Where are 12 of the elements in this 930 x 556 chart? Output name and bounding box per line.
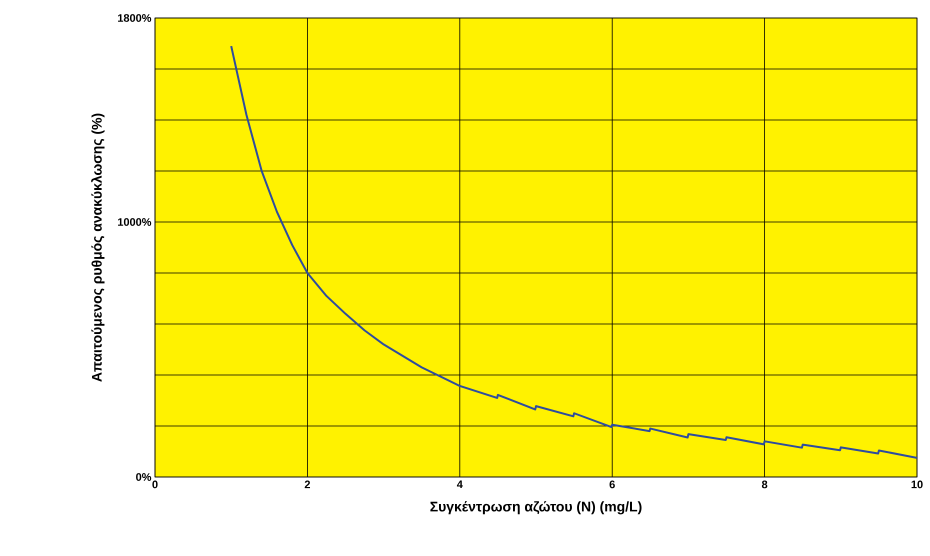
line-series <box>230 45 918 459</box>
x-tick-label: 0 <box>152 480 158 488</box>
x-tick-label: 4 <box>456 480 463 488</box>
x-tick-label: 6 <box>610 480 615 488</box>
y-tick-label: 1000% <box>118 218 152 226</box>
y-tick-label: 1800% <box>118 14 152 22</box>
x-tick-label: 2 <box>304 480 310 488</box>
y-axis-title: Απαιτούμενος ρυθμός ανακύκλωσης (%) <box>91 114 105 382</box>
y-tick-label: 0% <box>136 473 152 481</box>
x-axis-title: Συγκέντρωση αζώτου (N) (mg/L) <box>430 501 642 514</box>
x-tick-label: 10 <box>912 480 923 488</box>
x-tick-label: 8 <box>762 480 768 488</box>
